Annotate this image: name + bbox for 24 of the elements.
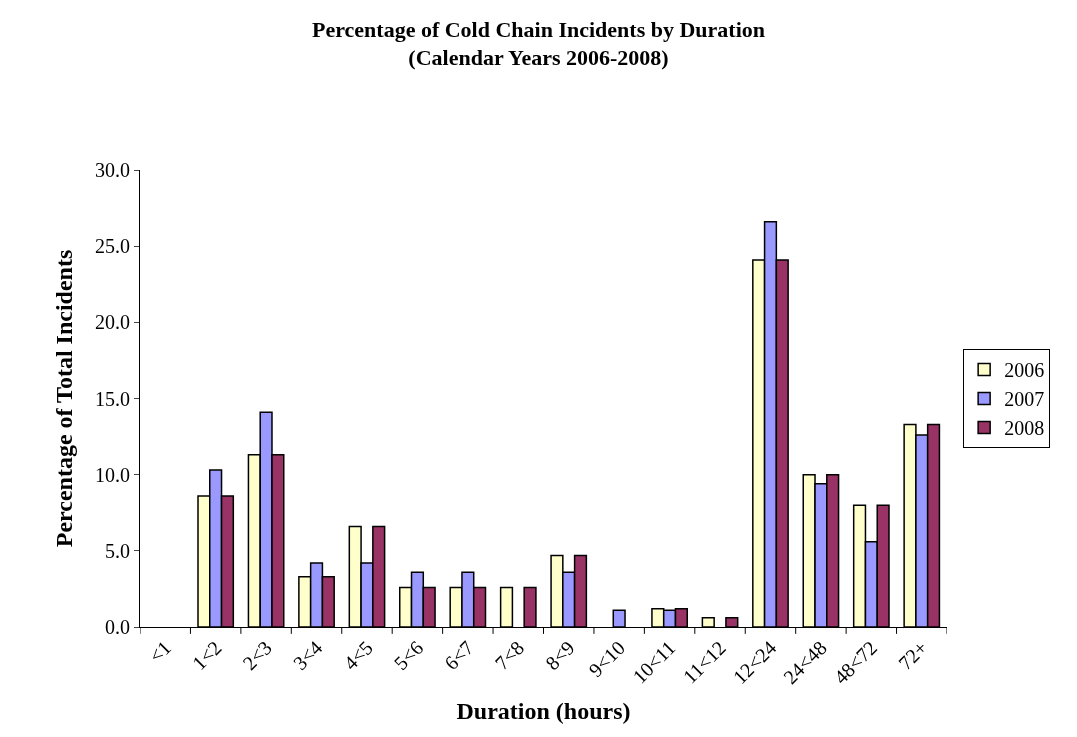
x-tick-label: 5<6 bbox=[389, 636, 428, 675]
x-tick-label: 8<9 bbox=[540, 636, 579, 675]
x-tick-label: 72+ bbox=[894, 636, 932, 675]
x-tick-label: 7<8 bbox=[490, 636, 529, 675]
chart-subtitle: (Calendar Years 2006-2008) bbox=[408, 45, 669, 71]
x-tick-label: <1 bbox=[144, 636, 176, 667]
x-tick-label: 6<7 bbox=[440, 636, 478, 675]
x-tick-label: 1<2 bbox=[187, 636, 226, 675]
y-tick-label: 5.0 bbox=[105, 539, 130, 562]
y-tick-label: 15.0 bbox=[95, 387, 130, 410]
y-tick-label: 25.0 bbox=[95, 235, 130, 258]
legend-label: 2008 bbox=[1004, 417, 1045, 440]
legend-label: 2007 bbox=[1004, 388, 1045, 411]
x-tick-label: 4<5 bbox=[339, 636, 377, 675]
y-tick-label: 0.0 bbox=[105, 616, 130, 638]
x-tick-label: 3<4 bbox=[288, 636, 327, 675]
y-tick-label: 20.0 bbox=[95, 311, 130, 334]
y-tick-label: 10.0 bbox=[95, 463, 130, 486]
y-axis-title: Percentage of Total Incidents bbox=[51, 249, 78, 548]
x-tick-label: 2<3 bbox=[238, 636, 276, 675]
x-axis-title: Duration (hours) bbox=[456, 698, 631, 725]
legend-label: 2006 bbox=[1004, 359, 1045, 382]
y-tick-label: 30.0 bbox=[95, 159, 130, 181]
chart-title: Percentage of Cold Chain Incidents by Duration bbox=[311, 16, 766, 42]
